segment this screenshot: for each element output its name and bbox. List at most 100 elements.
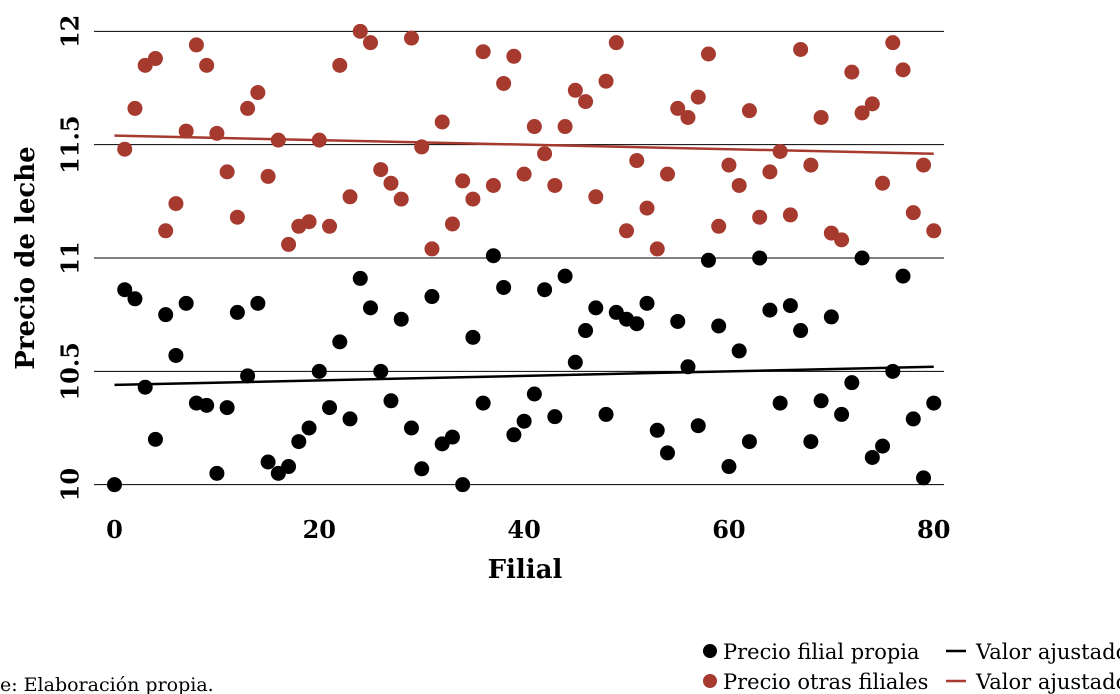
data-point-s1 bbox=[629, 153, 645, 169]
data-point-s0 bbox=[823, 309, 839, 325]
data-point-s0 bbox=[219, 400, 235, 416]
y-tick-label: 11 bbox=[56, 241, 85, 274]
data-point-s0 bbox=[209, 465, 225, 481]
data-point-s1 bbox=[240, 100, 256, 116]
data-point-s0 bbox=[762, 302, 778, 318]
fitted-line-2 bbox=[114, 365, 934, 387]
x-axis-title: Filial bbox=[488, 555, 563, 585]
data-point-s1 bbox=[782, 207, 798, 223]
data-point-s1 bbox=[301, 214, 317, 230]
data-point-s1 bbox=[455, 173, 471, 189]
data-point-s1 bbox=[793, 41, 809, 57]
legend-label-own: Precio filial propia bbox=[723, 640, 920, 664]
data-point-s0 bbox=[598, 406, 614, 422]
data-point-s1 bbox=[516, 166, 532, 182]
legend-label-fit-own: Valor ajustado bbox=[975, 640, 1120, 664]
data-point-s0 bbox=[659, 445, 675, 461]
x-tick-label: 60 bbox=[712, 515, 745, 544]
data-point-s0 bbox=[485, 248, 501, 264]
data-point-s1 bbox=[803, 157, 819, 173]
tick-labels: 10 10.5 11 11.5 12 0 20 40 60 80 bbox=[56, 15, 951, 544]
data-point-s0 bbox=[311, 363, 327, 379]
y-tick-label: 12 bbox=[56, 15, 85, 48]
data-point-s1 bbox=[885, 35, 901, 51]
legend-dot-own bbox=[703, 644, 717, 658]
data-point-s1 bbox=[834, 232, 850, 248]
data-point-s0 bbox=[639, 295, 655, 311]
data-point-s0 bbox=[199, 397, 215, 413]
data-point-s0 bbox=[629, 316, 645, 332]
data-point-s0 bbox=[731, 343, 747, 359]
data-point-s0 bbox=[352, 270, 368, 286]
data-point-s1 bbox=[270, 132, 286, 148]
data-point-s1 bbox=[414, 139, 430, 155]
data-point-s1 bbox=[752, 209, 768, 225]
data-point-s0 bbox=[117, 282, 133, 298]
data-point-s1 bbox=[680, 109, 696, 125]
data-point-s0 bbox=[363, 300, 379, 316]
data-point-s1 bbox=[721, 157, 737, 173]
data-point-s0 bbox=[444, 429, 460, 445]
data-point-s0 bbox=[455, 477, 471, 493]
data-point-s1 bbox=[158, 223, 174, 239]
data-point-s0 bbox=[670, 313, 686, 329]
data-point-s1 bbox=[588, 189, 604, 205]
data-point-s1 bbox=[598, 73, 614, 89]
data-point-s1 bbox=[813, 109, 829, 125]
data-point-s1 bbox=[403, 30, 419, 46]
legend-label-other: Precio otras filiales bbox=[723, 670, 928, 694]
data-point-s1 bbox=[731, 177, 747, 193]
legend-dot-other bbox=[703, 674, 717, 688]
source-note: e: Elaboración propia. bbox=[0, 674, 214, 694]
data-point-s1 bbox=[168, 196, 184, 212]
data-point-s1 bbox=[608, 35, 624, 51]
data-point-s0 bbox=[875, 438, 891, 454]
data-point-s1 bbox=[475, 44, 491, 60]
data-point-s1 bbox=[690, 89, 706, 105]
data-point-s0 bbox=[281, 459, 297, 475]
data-point-s0 bbox=[332, 334, 348, 350]
data-point-s0 bbox=[301, 420, 317, 436]
data-point-s1 bbox=[619, 223, 635, 239]
data-point-s1 bbox=[741, 103, 757, 119]
data-point-s1 bbox=[506, 48, 522, 64]
data-point-s1 bbox=[557, 119, 573, 135]
data-point-s0 bbox=[926, 395, 942, 411]
data-point-s1 bbox=[659, 166, 675, 182]
data-point-s0 bbox=[342, 411, 358, 427]
data-point-s0 bbox=[905, 411, 921, 427]
fitted-line-3 bbox=[114, 134, 934, 155]
data-point-s1 bbox=[864, 96, 880, 112]
legend-label-fit-other: Valor ajustado bbox=[975, 670, 1120, 694]
data-point-s1 bbox=[209, 125, 225, 141]
data-point-s1 bbox=[229, 209, 245, 225]
data-point-s0 bbox=[803, 434, 819, 450]
data-point-s1 bbox=[352, 23, 368, 39]
data-point-s0 bbox=[711, 318, 727, 334]
data-point-s1 bbox=[373, 162, 389, 178]
x-tick-label: 0 bbox=[106, 515, 123, 544]
data-point-s0 bbox=[547, 409, 563, 425]
y-tick-label: 10 bbox=[56, 468, 85, 501]
data-point-s1 bbox=[117, 141, 133, 157]
data-point-s0 bbox=[465, 329, 481, 345]
data-point-s0 bbox=[147, 431, 163, 447]
data-point-s0 bbox=[854, 250, 870, 266]
data-point-s0 bbox=[844, 375, 860, 391]
data-point-s0 bbox=[424, 289, 440, 305]
data-point-s1 bbox=[332, 57, 348, 73]
x-tick-label: 80 bbox=[917, 515, 950, 544]
data-point-s0 bbox=[127, 291, 143, 307]
data-point-s1 bbox=[322, 218, 338, 234]
data-point-s0 bbox=[752, 250, 768, 266]
data-point-s1 bbox=[363, 35, 379, 51]
data-point-s1 bbox=[424, 241, 440, 257]
data-point-s1 bbox=[567, 82, 583, 98]
data-point-s0 bbox=[834, 406, 850, 422]
data-point-s1 bbox=[199, 57, 215, 73]
data-point-s0 bbox=[782, 298, 798, 314]
data-point-s1 bbox=[188, 37, 204, 53]
data-point-s1 bbox=[711, 218, 727, 234]
data-point-s1 bbox=[670, 100, 686, 116]
